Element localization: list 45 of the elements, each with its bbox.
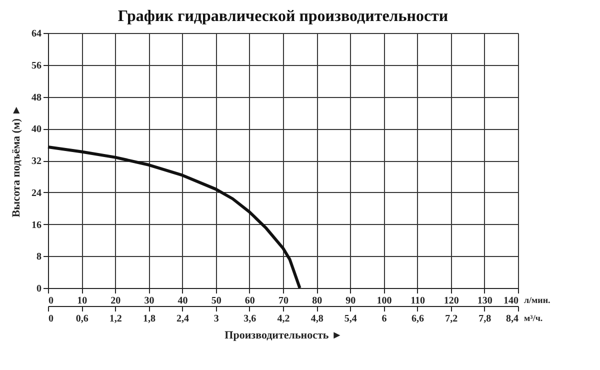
x-tick-label: 50 xyxy=(211,296,222,306)
x2-tick-label: 4,2 xyxy=(277,314,290,324)
line-series xyxy=(46,145,302,290)
x2-tick-label: 1,2 xyxy=(109,314,122,324)
x2-tick-label: 4,8 xyxy=(310,314,324,324)
x2-tick-label: 8,4 xyxy=(506,314,518,324)
x2-tick-label: 7,2 xyxy=(445,314,458,324)
x-tick-label: 110 xyxy=(410,296,426,306)
y-tick-label: 64 xyxy=(32,28,42,40)
y-tick-label: 8 xyxy=(36,252,42,263)
x-tick-label: 60 xyxy=(244,296,255,306)
y-tick-label: 48 xyxy=(32,92,42,104)
x-tick-label: 0 xyxy=(48,296,54,306)
x-tick-label: 70 xyxy=(278,296,288,306)
chart-title: График гидравлической производительности xyxy=(118,8,448,25)
y-tick-label: 16 xyxy=(32,220,42,231)
y-tick-label: 56 xyxy=(32,60,42,72)
y-tick-label: 24 xyxy=(32,188,42,199)
x-tick-label: 10 xyxy=(77,296,88,306)
x-tick-label: 40 xyxy=(178,296,188,306)
text: л/мин. xyxy=(524,295,550,305)
x2-tick-label: 0,6 xyxy=(76,314,88,324)
x-tick-label: 90 xyxy=(346,296,356,306)
x2-tick-label: 7,8 xyxy=(478,314,492,324)
y-tick-label: 32 xyxy=(32,156,42,167)
x2-tick-label: 2,4 xyxy=(176,314,190,324)
x-tick-label: 140 xyxy=(504,296,518,306)
x2-tick-label: 5,4 xyxy=(344,314,357,324)
y-tick-label: 0 xyxy=(36,284,42,294)
x-axis-title: Производительность ► xyxy=(224,330,342,342)
y-tick-label: 40 xyxy=(32,124,42,136)
x-tick-label: 20 xyxy=(110,296,121,306)
x2-tick-label: 0 xyxy=(48,314,54,324)
x2-tick-label: 3 xyxy=(214,314,219,324)
x2-tick-label: 6,6 xyxy=(412,314,424,324)
x-tick-label: 80 xyxy=(312,296,322,306)
x-tick-label: 130 xyxy=(477,296,492,306)
x2-tick-label: 1,8 xyxy=(142,314,156,324)
x-tick-label: 30 xyxy=(144,296,154,306)
text: м³/ч. xyxy=(524,313,543,323)
x2-tick-label: 3,6 xyxy=(244,314,256,324)
x2-tick-label: 6 xyxy=(382,314,387,324)
y-axis-title: Высота подъёма (м) ► xyxy=(10,104,22,218)
x-tick-label: 100 xyxy=(376,296,392,306)
x-tick-label: 120 xyxy=(444,296,459,306)
